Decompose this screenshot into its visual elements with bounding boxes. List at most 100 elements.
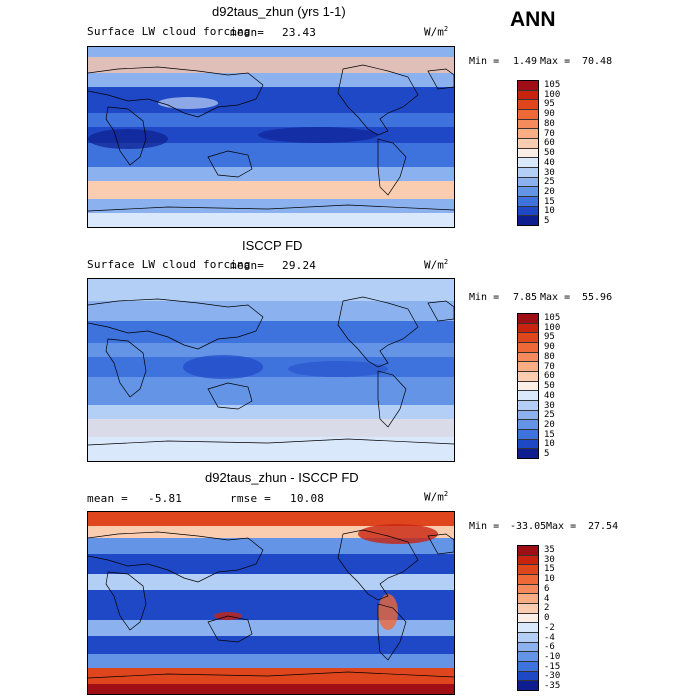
colorbar-swatch (518, 439, 538, 450)
season-label: ANN (510, 8, 556, 31)
colorbar-swatch (518, 652, 538, 663)
colorbar-tick-label: 5 (544, 216, 550, 227)
colorbar-swatch (518, 148, 538, 159)
colorbar-tick-label: 60 (544, 138, 555, 149)
panel1-min-label: Min = (469, 56, 500, 67)
colorbar-tick-label: 15 (544, 564, 555, 575)
colorbar-swatch (518, 216, 538, 226)
colorbar-swatch (518, 168, 538, 178)
colorbar-swatch (518, 139, 538, 149)
colorbar-tick-label: -35 (544, 681, 561, 692)
colorbar-tick-label: 6 (544, 583, 550, 594)
colorbar-tick-label: 10 (544, 439, 555, 450)
colorbar-tick-label: 70 (544, 361, 555, 372)
colorbar-tick-label: 90 (544, 109, 555, 120)
panel1-max-label: Max = (540, 56, 571, 67)
panel2-mean-value: 29.24 (282, 259, 317, 272)
panel2-mean-label: mean= (230, 259, 265, 272)
colorbar-swatch (518, 546, 538, 556)
colorbar-swatch (518, 129, 538, 140)
panel2-colorbar (517, 313, 539, 459)
colorbar-swatch (518, 352, 538, 363)
colorbar-tick-label: 30 (544, 554, 555, 565)
colorbar-swatch (518, 555, 538, 566)
colorbar-tick-label: 30 (544, 400, 555, 411)
colorbar-tick-label: 30 (544, 167, 555, 178)
panel3-max-value: 27.54 (588, 521, 619, 532)
panel3-map (87, 511, 455, 695)
colorbar-tick-label: 80 (544, 118, 555, 129)
colorbar-tick-label: 5 (544, 449, 550, 460)
colorbar-swatch (518, 401, 538, 411)
panel3-mean-value: -5.81 (148, 492, 183, 505)
colorbar-swatch (518, 633, 538, 643)
colorbar-swatch (518, 197, 538, 207)
colorbar-tick-label: 20 (544, 186, 555, 197)
colorbar-swatch (518, 362, 538, 373)
colorbar-swatch (518, 187, 538, 198)
colorbar-tick-label: -4 (544, 632, 555, 643)
panel1-field-label: Surface LW cloud forcing (87, 25, 251, 38)
panel2-title: ISCCP FD (242, 238, 303, 253)
colorbar-tick-label: -15 (544, 661, 561, 672)
colorbar-swatch (518, 584, 538, 595)
colorbar-tick-label: 0 (544, 613, 550, 623)
panel2-max-value: 55.96 (582, 292, 613, 303)
colorbar-tick-label: 15 (544, 196, 555, 207)
colorbar-swatch (518, 662, 538, 672)
panel1-units: W/m2 (424, 25, 449, 39)
colorbar-tick-label: 25 (544, 410, 555, 421)
colorbar-swatch (518, 177, 538, 188)
panel1-title: d92taus_zhun (yrs 1-1) (212, 4, 346, 19)
colorbar-tick-label: 50 (544, 381, 555, 391)
panel2-min-label: Min = (469, 292, 500, 303)
panel1-mean-value: 23.43 (282, 26, 317, 39)
colorbar-tick-label: 15 (544, 429, 555, 440)
colorbar-tick-label: 95 (544, 332, 555, 343)
colorbar-tick-label: -30 (544, 671, 561, 682)
panel3-rmse-label: rmse = (230, 492, 271, 505)
colorbar-swatch (518, 158, 538, 169)
colorbar-tick-label: 40 (544, 157, 555, 168)
colorbar-tick-label: 10 (544, 206, 555, 217)
colorbar-tick-label: -10 (544, 651, 561, 662)
panel3-rmse-value: 10.08 (290, 492, 325, 505)
colorbar-tick-label: 50 (544, 148, 555, 158)
colorbar-swatch (518, 420, 538, 431)
colorbar-swatch (518, 613, 538, 624)
colorbar-tick-label: 105 (544, 79, 561, 90)
colorbar-swatch (518, 314, 538, 324)
colorbar-tick-label: 90 (544, 342, 555, 353)
colorbar-swatch (518, 642, 538, 653)
colorbar-swatch (518, 430, 538, 440)
panel1-max-value: 70.48 (582, 56, 613, 67)
panel2-min-value: 7.85 (513, 292, 538, 303)
colorbar-swatch (518, 206, 538, 217)
colorbar-swatch (518, 372, 538, 382)
colorbar-swatch (518, 575, 538, 585)
colorbar-swatch (518, 343, 538, 353)
panel2-map (87, 278, 455, 462)
colorbar-tick-label: -6 (544, 642, 555, 653)
panel3-min-value: -33.05 (510, 521, 547, 532)
panel1-colorbar (517, 80, 539, 226)
panel3-mean-label: mean = (87, 492, 128, 505)
colorbar-tick-label: 25 (544, 177, 555, 188)
colorbar-tick-label: 100 (544, 89, 561, 100)
colorbar-tick-label: 70 (544, 128, 555, 139)
colorbar-swatch (518, 90, 538, 101)
colorbar-swatch (518, 410, 538, 421)
colorbar-swatch (518, 594, 538, 605)
colorbar-swatch (518, 333, 538, 344)
colorbar-swatch (518, 671, 538, 682)
colorbar-tick-label: 4 (544, 593, 550, 604)
panel3-title: d92taus_zhun - ISCCP FD (205, 470, 359, 485)
colorbar-swatch (518, 381, 538, 392)
colorbar-swatch (518, 119, 538, 130)
panel3-min-label: Min = (469, 521, 500, 532)
panel2-units: W/m2 (424, 258, 449, 272)
colorbar-swatch (518, 623, 538, 634)
panel1-mean-label: mean= (230, 26, 265, 39)
colorbar-tick-label: 95 (544, 99, 555, 110)
colorbar-swatch (518, 604, 538, 614)
